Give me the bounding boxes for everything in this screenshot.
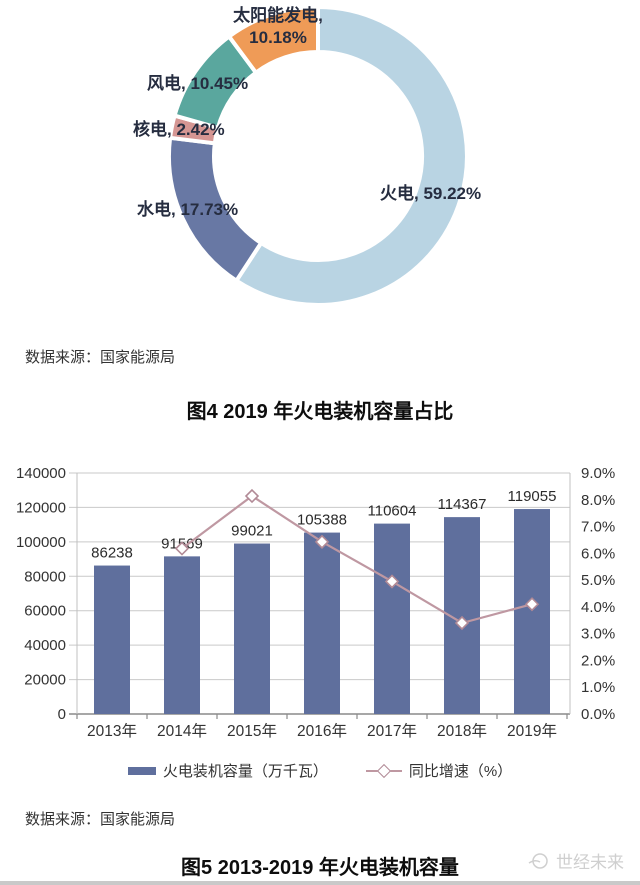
bar-2017年 <box>374 523 410 714</box>
growth-marker <box>244 488 260 504</box>
legend-label-capacity: 火电装机容量（万千瓦） <box>162 763 328 780</box>
y2-axis-tick-label: 9.0% <box>581 465 615 482</box>
x-axis-label: 2016年 <box>297 722 347 740</box>
bar-series-swatch-icon <box>127 766 156 775</box>
growth-line <box>181 494 533 625</box>
figure4-source-note: 数据来源：国家能源局 <box>25 349 176 366</box>
figure5-title: 图5 2013-2019 年火电装机容量 <box>181 857 459 879</box>
y2-axis-tick-label: 2.0% <box>581 652 615 669</box>
pie-label-solar: 太阳能发电, 10.18% <box>233 6 323 48</box>
bar-2019年 <box>514 509 550 714</box>
y2-axis-tick-label: 5.0% <box>581 572 615 589</box>
y-axis-tick-label: 60000 <box>24 603 66 620</box>
pie-label-hydro: 水电, 17.73% <box>137 200 239 219</box>
y-axis-tick-label: 80000 <box>24 568 66 585</box>
bar-value-label: 119055 <box>508 488 557 505</box>
legend-item-capacity: 火电装机容量（万千瓦） <box>127 760 328 781</box>
y2-axis-tick-label: 1.0% <box>581 679 615 696</box>
watermark-logo-icon <box>528 852 548 869</box>
y-axis-tick-label: 0 <box>58 706 66 723</box>
pie-label-thermal: 火电, 59.22% <box>380 184 482 203</box>
bar-value-label: 86238 <box>91 545 133 562</box>
bar-value-label: 114367 <box>438 496 487 513</box>
y-axis-tick-label: 20000 <box>24 672 66 689</box>
growth-marker <box>314 534 330 549</box>
bar-2013年 <box>94 565 130 714</box>
y2-axis-tick-label: 4.0% <box>581 599 615 616</box>
y2-axis-tick-label: 0.0% <box>581 706 615 723</box>
growth-marker <box>174 541 190 556</box>
x-axis-label: 2019年 <box>507 722 557 740</box>
growth-marker <box>384 574 400 589</box>
x-axis-label: 2017年 <box>367 722 417 740</box>
y2-axis-tick-label: 8.0% <box>581 492 615 509</box>
x-axis-label: 2015年 <box>227 722 277 740</box>
figure5-source-note: 数据来源：国家能源局 <box>25 811 176 828</box>
bar-line-chart: 8623891569990211053881106041143671190550… <box>16 465 615 740</box>
growth-marker <box>524 597 540 612</box>
y-axis-tick-label: 120000 <box>16 499 66 516</box>
donut-segment-thermal <box>233 4 469 307</box>
donut-chart <box>166 4 469 307</box>
legend-label-growth: 同比增速（%） <box>408 763 513 780</box>
y-axis-tick-label: 40000 <box>24 637 66 654</box>
y-axis-tick-label: 100000 <box>16 534 66 551</box>
figure4-title: 图4 2019 年火电装机容量占比 <box>186 401 454 423</box>
y2-axis-tick-label: 3.0% <box>581 626 615 643</box>
bar-value-label: 105388 <box>297 512 347 529</box>
bar-2015年 <box>234 543 270 714</box>
x-axis-label: 2018年 <box>437 722 487 740</box>
diamond-marker-icon <box>376 763 391 778</box>
legend-item-growth: 同比增速（%） <box>365 760 513 781</box>
x-axis-label: 2013年 <box>87 722 137 740</box>
watermark-text: 世经未来 <box>556 853 624 872</box>
watermark: 世经未来 <box>528 848 624 873</box>
bottom-divider <box>0 881 640 885</box>
donut-segment-solar <box>226 4 320 76</box>
x-axis-label: 2014年 <box>157 722 207 740</box>
pie-label-wind: 风电, 10.45% <box>147 74 249 93</box>
bar-2014年 <box>164 556 200 714</box>
growth-marker <box>454 615 470 631</box>
chart-legend: 火电装机容量（万千瓦） 同比增速（%） <box>0 760 640 781</box>
y2-axis-tick-label: 6.0% <box>581 545 615 562</box>
pie-label-nuclear: 核电, 2.42% <box>133 120 225 139</box>
bar-value-label: 110604 <box>368 503 417 520</box>
line-series-swatch-icon <box>365 763 402 778</box>
y-axis-tick-label: 140000 <box>16 465 66 482</box>
y2-axis-tick-label: 7.0% <box>581 519 615 536</box>
bar-value-label: 99021 <box>231 523 273 540</box>
bar-2016年 <box>304 532 340 714</box>
